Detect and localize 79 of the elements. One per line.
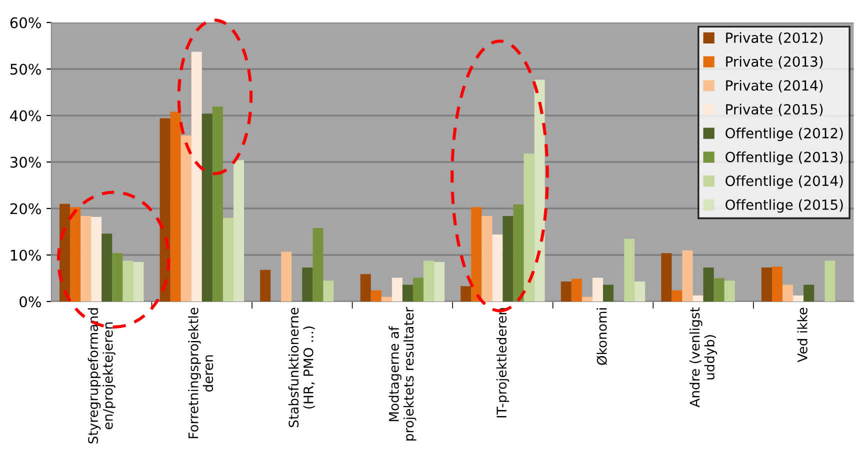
bar bbox=[233, 160, 244, 302]
bar bbox=[603, 284, 614, 302]
y-tick-label: 0% bbox=[20, 296, 41, 308]
x-tick-label: Modtagerne af projektets resultater bbox=[388, 307, 416, 441]
bar bbox=[222, 218, 234, 302]
legend-label: Private (2015) bbox=[726, 104, 823, 116]
bar bbox=[460, 286, 472, 302]
bar bbox=[70, 207, 81, 302]
x-tick-label: Økonomi bbox=[596, 308, 608, 365]
bar bbox=[323, 280, 334, 302]
bar bbox=[714, 278, 724, 302]
bar bbox=[824, 260, 836, 302]
x-tick-label: Stabsfunktionerne (HR, PMO ...) bbox=[288, 308, 315, 428]
bar bbox=[703, 268, 714, 302]
bar bbox=[302, 268, 313, 302]
y-tick-label: 10% bbox=[10, 250, 41, 261]
legend-label: Offentlige (2014) bbox=[726, 175, 843, 189]
legend-label: Offentlige (2015) bbox=[726, 199, 843, 213]
y-tick-label: 40% bbox=[10, 110, 41, 122]
bar bbox=[502, 216, 514, 302]
bar bbox=[424, 260, 434, 302]
bar bbox=[170, 112, 181, 302]
x-tick-label: IT-projektlederen bbox=[496, 308, 510, 418]
bar bbox=[112, 253, 123, 302]
bar bbox=[80, 216, 92, 302]
bar bbox=[471, 207, 482, 302]
bar bbox=[381, 296, 392, 302]
y-tick-label: 30% bbox=[10, 156, 41, 168]
legend-label: Offentlige (2012) bbox=[726, 128, 843, 142]
bar bbox=[360, 274, 371, 302]
x-tick-label: Forretningsprojektle deren bbox=[188, 308, 214, 438]
bar bbox=[260, 270, 271, 302]
y-tick-label: 50% bbox=[10, 64, 41, 75]
bar bbox=[402, 284, 413, 302]
bar bbox=[122, 260, 134, 302]
bar bbox=[524, 154, 534, 302]
bar bbox=[312, 228, 324, 302]
y-tick-label: 20% bbox=[10, 203, 41, 214]
bar bbox=[682, 250, 693, 302]
x-tick-label: Styregruppeformand en/projektejeren bbox=[88, 308, 116, 444]
bar bbox=[634, 282, 646, 302]
legend-label: Private (2013) bbox=[726, 56, 823, 68]
bar bbox=[804, 284, 814, 302]
bar bbox=[571, 278, 582, 302]
bar bbox=[102, 234, 112, 302]
bar bbox=[582, 296, 592, 302]
bar bbox=[91, 216, 102, 302]
bar bbox=[281, 252, 292, 302]
bar bbox=[724, 280, 735, 302]
bar bbox=[370, 290, 382, 302]
bar bbox=[761, 268, 772, 302]
bar bbox=[782, 284, 794, 302]
bar bbox=[534, 80, 545, 302]
bar bbox=[133, 262, 144, 302]
y-tick-label: 60% bbox=[10, 17, 41, 28]
bar bbox=[513, 204, 524, 302]
bar bbox=[793, 295, 804, 302]
legend-label: Private (2012) bbox=[726, 32, 823, 45]
x-tick-label: Ved ikke bbox=[797, 308, 808, 362]
x-tick-label: Andre (venligst uddyb) bbox=[690, 307, 718, 408]
legend-label: Offentlige (2013) bbox=[726, 152, 843, 165]
bar bbox=[492, 234, 503, 302]
bar bbox=[202, 114, 212, 302]
bar bbox=[692, 295, 704, 302]
bar bbox=[661, 253, 672, 302]
bar bbox=[180, 135, 192, 302]
bar bbox=[772, 266, 783, 302]
legend-label: Private (2014) bbox=[726, 80, 823, 92]
bar bbox=[191, 52, 202, 302]
bar bbox=[434, 262, 445, 302]
bar bbox=[672, 290, 682, 302]
bar bbox=[624, 238, 635, 302]
bar bbox=[560, 282, 572, 302]
bar bbox=[592, 278, 604, 302]
bar bbox=[412, 278, 424, 302]
bar bbox=[482, 216, 492, 302]
bar bbox=[212, 106, 223, 302]
bar bbox=[160, 118, 170, 302]
bar bbox=[392, 278, 402, 302]
